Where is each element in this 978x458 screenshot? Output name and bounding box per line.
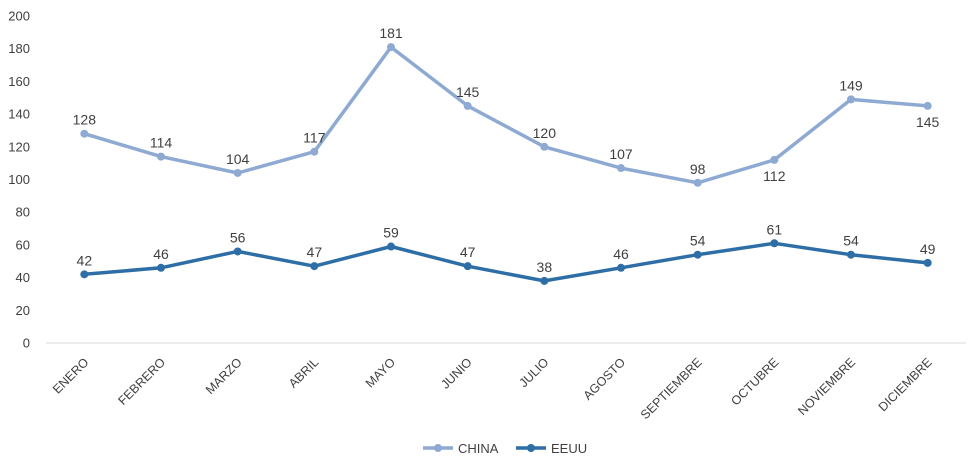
data-label: 114 (150, 135, 173, 151)
x-category-label: MAYO (363, 355, 398, 390)
x-category-label: FEBRERO (115, 355, 168, 408)
y-axis: 0 20 40 60 80 100 120 140 160 180 200 (8, 9, 30, 351)
y-tick-label: 0 (23, 336, 30, 351)
x-axis: ENERO FEBRERO MARZO ABRIL MAYO JUNIO JULIO AGOS… (46, 342, 966, 422)
y-tick-label: 200 (8, 9, 30, 24)
x-category-label: JUNIO (438, 355, 475, 392)
series-eeuu: 42 46 56 47 59 47 38 46 54 61 54 49 (77, 221, 936, 285)
legend-item-china: CHINA (423, 441, 499, 456)
data-point (847, 250, 855, 259)
data-point (310, 262, 319, 271)
data-point (693, 250, 702, 259)
data-point (923, 258, 932, 267)
data-label: 145 (916, 114, 940, 130)
data-point (923, 101, 932, 110)
data-point (387, 43, 395, 52)
data-label: 54 (690, 233, 706, 249)
y-tick-label: 160 (8, 74, 30, 89)
x-category-label: JULIO (516, 355, 551, 390)
data-point (463, 262, 472, 271)
x-category-label: AGOSTO (581, 355, 629, 403)
data-label: 54 (843, 233, 859, 249)
legend-marker (434, 444, 442, 452)
series-layer: 128 114 104 117 181 145 120 107 98 112 149 145 42 46 5… (73, 25, 940, 285)
data-label: 47 (460, 244, 476, 260)
y-tick-label: 140 (8, 107, 30, 122)
data-label: 42 (77, 252, 93, 268)
x-category-label: OCTUBRE (728, 355, 781, 408)
data-label: 47 (307, 244, 323, 260)
data-label: 104 (226, 151, 250, 167)
data-label: 112 (763, 168, 786, 184)
data-point (540, 142, 549, 151)
data-point (693, 178, 702, 187)
data-point (157, 263, 165, 272)
data-label: 117 (303, 130, 326, 146)
x-category-label: MARZO (203, 355, 245, 397)
data-label: 61 (767, 221, 783, 237)
x-category-label: NOVIEMBRE (795, 355, 858, 418)
legend-marker (527, 444, 535, 452)
x-category-label: ENERO (50, 355, 92, 397)
data-point (617, 164, 625, 173)
data-label: 128 (73, 112, 97, 128)
legend-label: EEUU (551, 441, 587, 456)
data-point (847, 95, 855, 104)
x-category-label: ABRIL (286, 355, 321, 390)
y-tick-label: 60 (16, 237, 30, 252)
x-category-label: SEPTIEMBRE (638, 355, 705, 422)
y-tick-label: 80 (16, 205, 30, 220)
y-tick-label: 40 (16, 270, 30, 285)
data-label: 107 (609, 146, 633, 162)
data-label: 181 (379, 25, 403, 41)
legend-item-eeuu: EEUU (516, 441, 587, 456)
data-label: 46 (613, 246, 629, 262)
data-point (463, 101, 472, 110)
y-tick-label: 100 (8, 172, 30, 187)
y-tick-label: 180 (8, 41, 30, 56)
data-label: 46 (153, 246, 169, 262)
data-point (770, 239, 779, 248)
data-label: 145 (456, 84, 480, 100)
data-point (617, 263, 625, 272)
data-point (540, 276, 549, 285)
series-line (82, 45, 930, 185)
data-point (310, 147, 319, 156)
data-point (80, 270, 89, 279)
series-line (82, 241, 930, 283)
data-label: 98 (690, 161, 706, 177)
data-label: 149 (839, 77, 863, 93)
data-label: 59 (383, 225, 399, 241)
data-point (387, 242, 395, 251)
data-label: 120 (533, 125, 557, 141)
data-label: 56 (230, 229, 246, 245)
data-point (233, 168, 242, 177)
data-point (770, 155, 779, 164)
series-china: 128 114 104 117 181 145 120 107 98 112 149 145 (73, 25, 940, 187)
data-point (80, 129, 89, 138)
data-label: 38 (537, 259, 553, 275)
legend-label: CHINA (458, 441, 499, 456)
y-tick-label: 20 (16, 303, 30, 318)
y-tick-label: 120 (8, 139, 30, 154)
legend: CHINA EEUU (423, 441, 587, 456)
x-category-label: DICIEMBRE (876, 355, 935, 414)
data-point (157, 152, 165, 161)
data-label: 49 (920, 241, 936, 257)
data-point (233, 247, 242, 256)
